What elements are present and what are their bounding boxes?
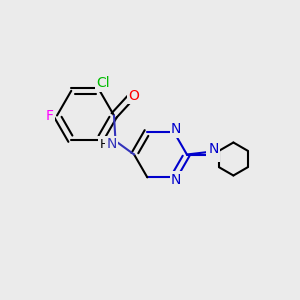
Text: N: N — [107, 137, 117, 151]
Text: N: N — [171, 122, 181, 136]
Text: F: F — [46, 109, 53, 122]
Text: H: H — [99, 137, 109, 151]
Text: Cl: Cl — [96, 76, 110, 90]
Text: N: N — [208, 142, 219, 156]
Text: O: O — [129, 89, 140, 103]
Text: N: N — [208, 147, 218, 160]
Text: N: N — [171, 173, 181, 187]
